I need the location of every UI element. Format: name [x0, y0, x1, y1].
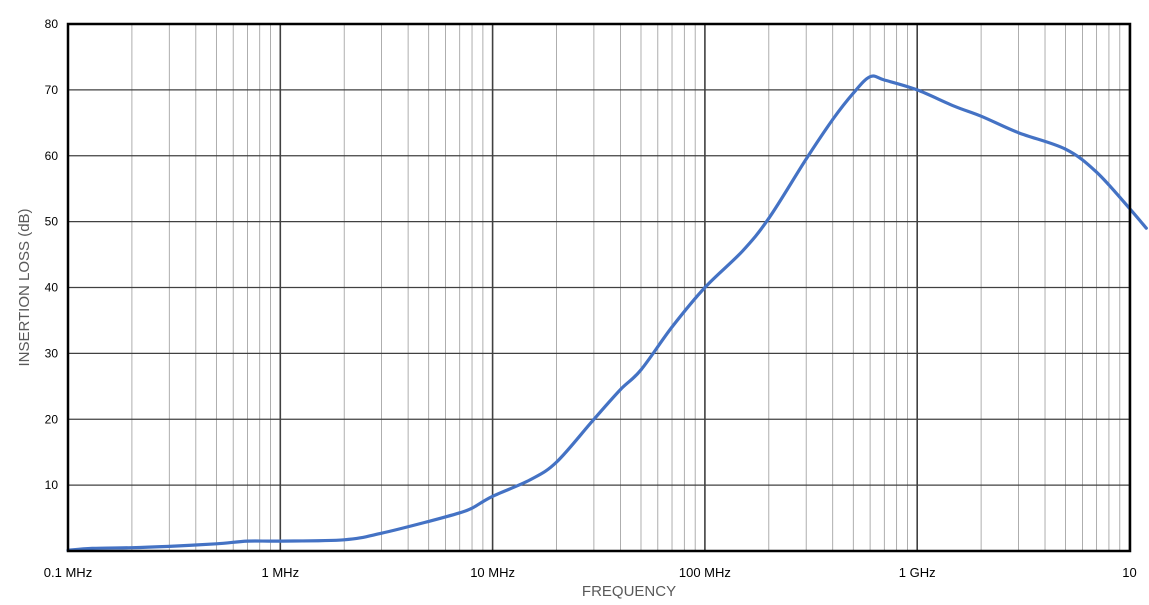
insertion-loss-line	[66, 74, 1148, 552]
y-tick-label: 80	[45, 17, 59, 31]
y-tick-label: 60	[45, 149, 59, 163]
y-tick-label: 10	[45, 478, 59, 492]
series-layer	[66, 74, 1148, 552]
x-axis-ticks: 0.1 MHz 1 MHz 10 MHz 100 MHz 1 GHz 10	[44, 565, 1137, 580]
x-tick-label: 0.1 MHz	[44, 565, 92, 580]
y-axis-title: INSERTION LOSS (dB)	[16, 208, 33, 366]
y-tick-label: 40	[45, 281, 59, 295]
grid	[67, 24, 1131, 551]
x-tick-label: 10 MHz	[470, 565, 515, 580]
y-axis-ticks: 10 20 30 40 50 60 70 80	[45, 17, 59, 492]
x-tick-label: 100 MHz	[679, 565, 731, 580]
x-axis-title: FREQUENCY	[582, 583, 676, 600]
x-tick-label: 10	[1122, 565, 1136, 580]
x-tick-label: 1 GHz	[899, 565, 936, 580]
x-tick-label: 1 MHz	[262, 565, 300, 580]
plot-border	[66, 22, 1132, 553]
y-tick-label: 30	[45, 346, 59, 360]
y-tick-label: 70	[45, 83, 59, 97]
y-tick-label: 50	[45, 215, 59, 229]
y-tick-label: 20	[45, 412, 59, 426]
